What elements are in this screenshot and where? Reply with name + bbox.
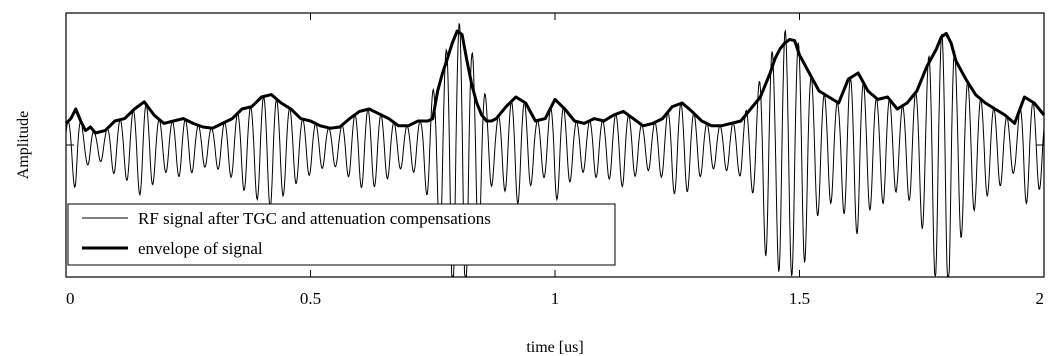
- y-axis-label: Amplitude: [15, 111, 32, 179]
- x-tick-label: 0.5: [300, 289, 321, 308]
- x-tick-label: 0: [66, 289, 75, 308]
- x-tick-label: 1: [551, 289, 560, 308]
- x-tick-label: 1.5: [789, 289, 810, 308]
- x-tick-labels: 0 0.5 1 1.5 2: [66, 289, 1044, 308]
- legend: RF signal after TGC and attenuation comp…: [67, 203, 616, 266]
- x-axis-label: time [us]: [526, 339, 583, 356]
- x-tick-label: 2: [1036, 289, 1045, 308]
- legend-box: [67, 203, 616, 266]
- series-lines: [64, 22, 1046, 278]
- legend-label-rf: RF signal after TGC and attenuation comp…: [138, 209, 491, 228]
- legend-label-envelope: envelope of signal: [138, 239, 263, 258]
- rf-signal-line: [65, 22, 1045, 278]
- envelope-line: [64, 29, 1046, 135]
- x-tick-marks: [65, 13, 1045, 277]
